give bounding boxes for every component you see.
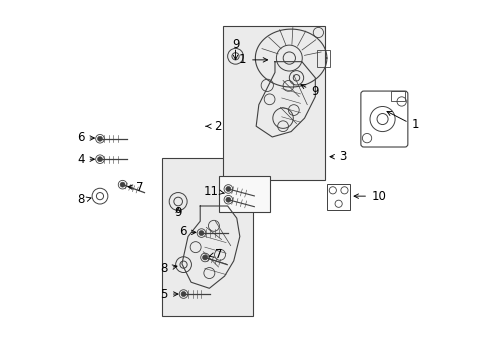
Text: 8: 8 — [160, 262, 167, 275]
Text: 9: 9 — [231, 38, 239, 51]
Circle shape — [120, 182, 125, 187]
Circle shape — [199, 230, 203, 235]
Text: 10: 10 — [371, 190, 386, 203]
FancyBboxPatch shape — [360, 91, 407, 147]
Circle shape — [97, 136, 102, 141]
Circle shape — [225, 197, 230, 202]
Text: 8: 8 — [78, 193, 85, 206]
Text: 2: 2 — [214, 120, 221, 133]
Circle shape — [97, 157, 102, 162]
Text: 6: 6 — [179, 225, 186, 238]
Bar — [223, 26, 325, 180]
Bar — [390, 91, 404, 102]
Circle shape — [181, 292, 185, 297]
Text: 1: 1 — [410, 118, 418, 131]
Circle shape — [225, 186, 230, 192]
Text: 1: 1 — [238, 53, 246, 66]
Text: 11: 11 — [203, 185, 218, 198]
Text: 9: 9 — [174, 207, 182, 220]
Bar — [326, 184, 349, 211]
Bar — [219, 176, 269, 212]
Text: 9: 9 — [310, 85, 318, 98]
Text: 7: 7 — [215, 248, 222, 261]
Circle shape — [202, 255, 207, 260]
Text: 7: 7 — [136, 181, 143, 194]
Text: 6: 6 — [77, 131, 85, 144]
Text: 3: 3 — [339, 150, 346, 163]
Text: 5: 5 — [160, 288, 167, 301]
Bar — [316, 50, 329, 67]
Text: 4: 4 — [77, 153, 85, 166]
Bar — [162, 158, 253, 316]
